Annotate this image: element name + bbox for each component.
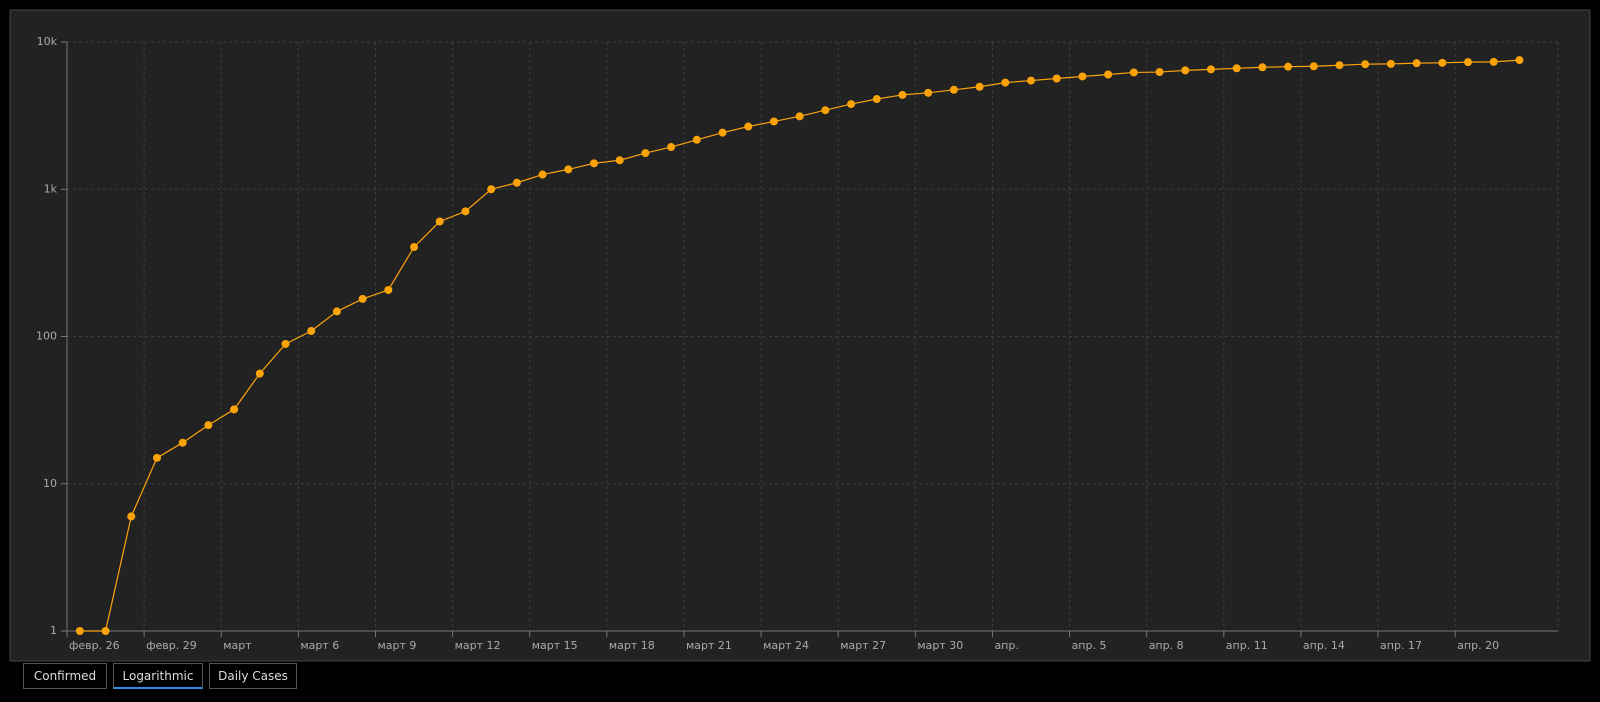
point: [358, 294, 367, 303]
point: [75, 627, 84, 635]
point: [564, 165, 573, 174]
control-button[interactable]: Confirmed: [23, 663, 107, 689]
point: [178, 438, 187, 447]
y-tick-label: 10: [43, 477, 57, 490]
x-tick-label: апр.: [994, 639, 1018, 652]
control-button[interactable]: Daily Cases: [209, 663, 297, 689]
point: [281, 339, 290, 348]
point: [847, 100, 856, 109]
point: [975, 82, 984, 91]
x-tick-label: апр. 17: [1380, 639, 1422, 652]
x-tick-label: март 9: [377, 639, 416, 652]
point: [898, 90, 907, 99]
point: [821, 106, 830, 115]
point: [1515, 56, 1524, 65]
x-tick-label: февр. 29: [146, 639, 197, 652]
x-tick-label: апр. 14: [1303, 639, 1345, 652]
point: [1104, 70, 1113, 79]
x-tick-label: март 27: [840, 639, 886, 652]
point: [1412, 59, 1421, 68]
point: [332, 307, 341, 316]
x-tick-label: март 12: [455, 639, 501, 652]
point: [512, 178, 521, 187]
point: [1001, 78, 1010, 87]
x-tick-label: март 15: [532, 639, 578, 652]
point: [589, 159, 598, 168]
point: [384, 285, 393, 294]
y-tick-label: 100: [36, 330, 57, 343]
x-tick-label: март 6: [300, 639, 339, 652]
point: [1489, 57, 1498, 66]
point: [641, 149, 650, 158]
x-tick-label: февр. 26: [69, 639, 120, 652]
point: [1027, 76, 1036, 85]
point: [1309, 62, 1318, 71]
x-tick-label: март 30: [917, 639, 963, 652]
point: [667, 143, 676, 152]
point: [744, 122, 753, 131]
chart: 10k 1k 100 10 1 февр. 26 февр. 29 март март 6 мар…: [9, 9, 1591, 662]
control-button[interactable]: Logarithmic: [113, 663, 203, 689]
point: [1386, 59, 1395, 68]
point: [101, 627, 110, 635]
x-tick-label: март 24: [763, 639, 809, 652]
point: [1052, 74, 1061, 83]
point: [410, 243, 419, 252]
point: [1335, 61, 1344, 70]
point: [872, 95, 881, 104]
point: [152, 453, 161, 462]
point: [795, 112, 804, 121]
point: [204, 421, 213, 430]
point: [718, 128, 727, 137]
point: [769, 117, 778, 126]
point: [1232, 64, 1241, 73]
point: [538, 170, 547, 179]
x-tick-label: апр. 11: [1226, 639, 1268, 652]
point: [1129, 68, 1138, 77]
point: [461, 207, 470, 216]
y-tick-label: 1k: [44, 182, 58, 195]
point: [1078, 72, 1087, 81]
x-tick-label: март: [223, 639, 252, 652]
point: [1464, 58, 1473, 67]
point: [1361, 60, 1370, 69]
x-tick-label: апр. 20: [1457, 639, 1499, 652]
point: [487, 185, 496, 194]
point: [692, 135, 701, 144]
x-tick-label: апр. 8: [1149, 639, 1184, 652]
point: [949, 85, 958, 94]
x-tick-label: апр. 5: [1072, 639, 1107, 652]
y-tick-label: 10k: [37, 35, 58, 48]
point: [615, 156, 624, 165]
point: [1206, 65, 1215, 74]
point: [1181, 66, 1190, 75]
point: [1155, 68, 1164, 77]
point: [1438, 58, 1447, 67]
point: [924, 88, 933, 97]
point: [230, 405, 239, 414]
y-tick-label: 1: [50, 624, 57, 637]
point: [127, 512, 136, 521]
x-tick-label: март 18: [609, 639, 655, 652]
point: [1284, 62, 1293, 71]
point: [307, 326, 316, 335]
point: [1258, 63, 1267, 72]
x-tick-label: март 21: [686, 639, 732, 652]
point: [255, 369, 264, 378]
chart-panel: [9, 9, 1591, 662]
point: [435, 217, 444, 226]
